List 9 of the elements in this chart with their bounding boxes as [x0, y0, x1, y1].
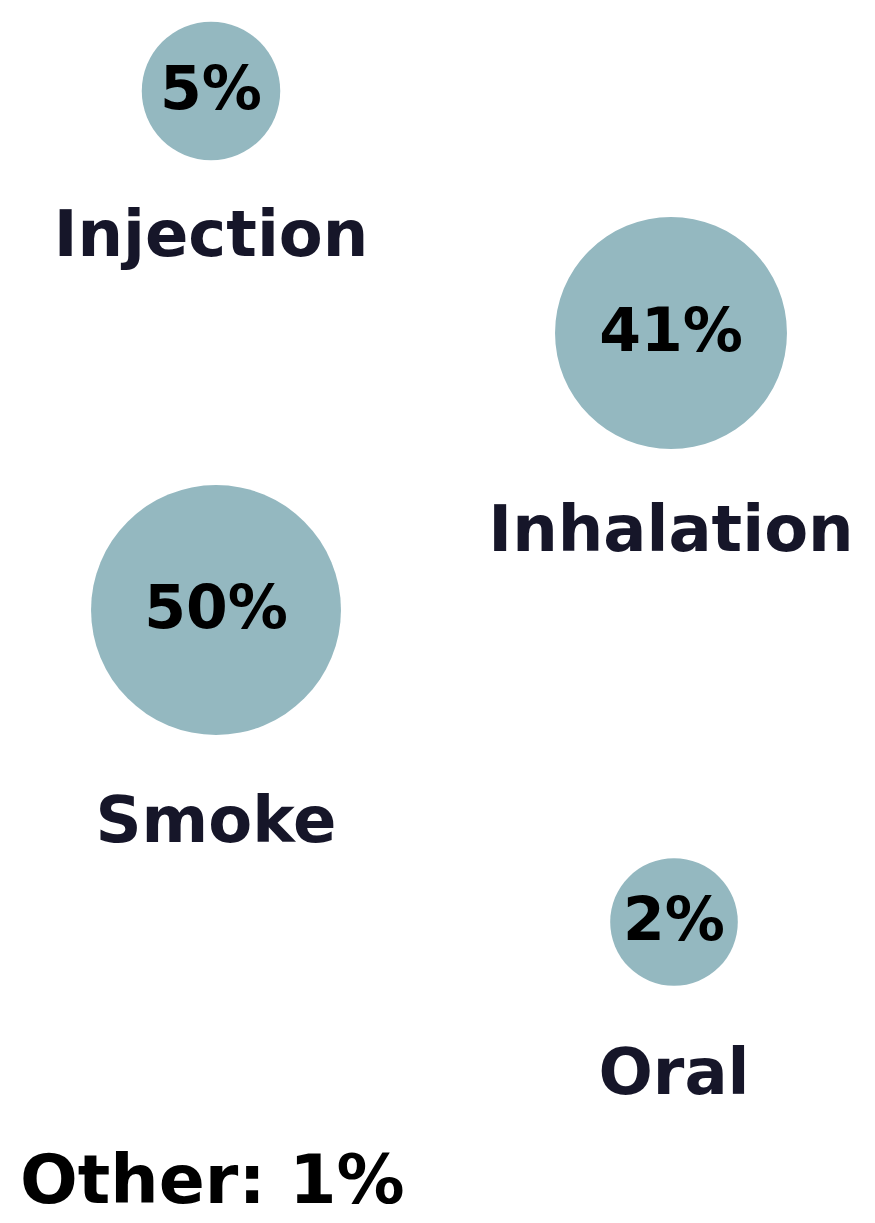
category-label: Smoke: [95, 783, 337, 857]
category-label: Injection: [53, 197, 369, 271]
text: Other: 1%: [20, 1140, 405, 1219]
data-label: 50%: [144, 572, 288, 642]
data-label: 5%: [160, 53, 262, 123]
data-label: 41%: [599, 295, 743, 365]
category-label: Inhalation: [488, 492, 854, 566]
category-label: Oral: [598, 1035, 750, 1109]
data-label: 2%: [623, 884, 725, 954]
